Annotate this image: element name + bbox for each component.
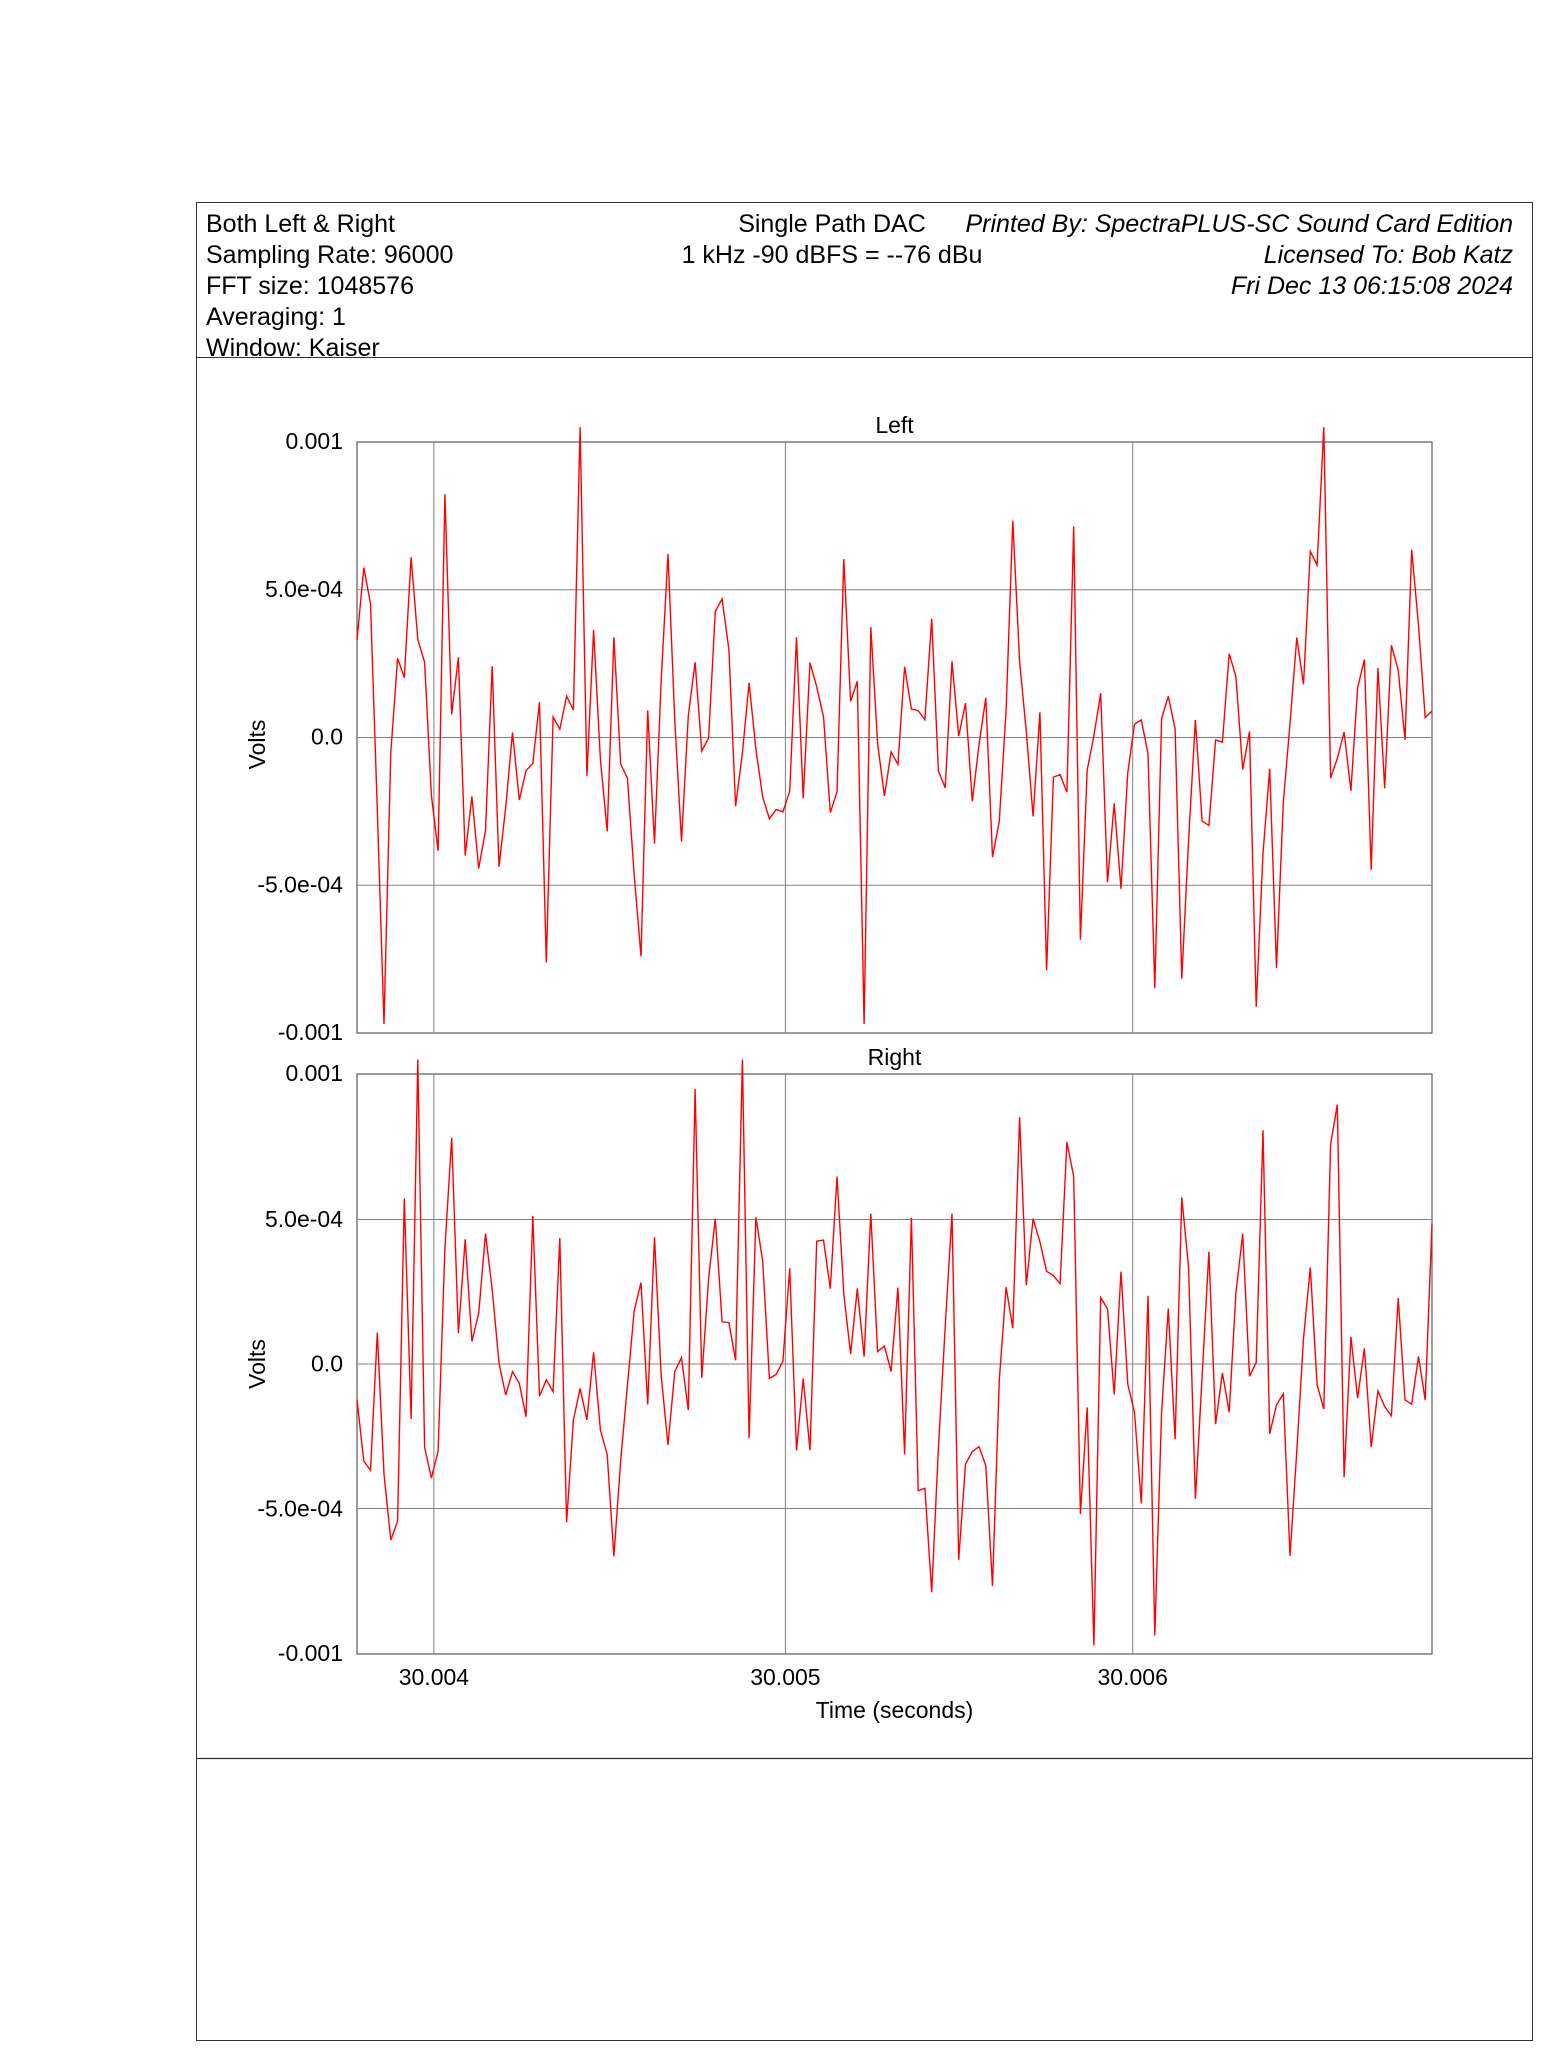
svg-text:Left: Left xyxy=(875,412,914,438)
svg-text:Volts: Volts xyxy=(244,720,270,770)
svg-text:0.0: 0.0 xyxy=(311,724,343,750)
svg-text:5.0e-04: 5.0e-04 xyxy=(265,576,343,602)
svg-text:30.004: 30.004 xyxy=(399,1664,470,1690)
svg-text:30.005: 30.005 xyxy=(750,1664,820,1690)
svg-text:Time (seconds): Time (seconds) xyxy=(816,1697,974,1723)
svg-text:-5.0e-04: -5.0e-04 xyxy=(257,1495,343,1521)
svg-text:Volts: Volts xyxy=(244,1339,270,1389)
svg-text:30.006: 30.006 xyxy=(1098,1664,1168,1690)
svg-text:5.0e-04: 5.0e-04 xyxy=(265,1206,343,1232)
svg-text:0.001: 0.001 xyxy=(285,428,343,454)
svg-text:0.0: 0.0 xyxy=(311,1351,343,1377)
svg-text:-5.0e-04: -5.0e-04 xyxy=(257,871,343,897)
svg-text:-0.001: -0.001 xyxy=(278,1640,343,1666)
svg-text:0.001: 0.001 xyxy=(285,1060,343,1086)
svg-text:-0.001: -0.001 xyxy=(278,1019,343,1045)
svg-text:Right: Right xyxy=(868,1044,922,1070)
